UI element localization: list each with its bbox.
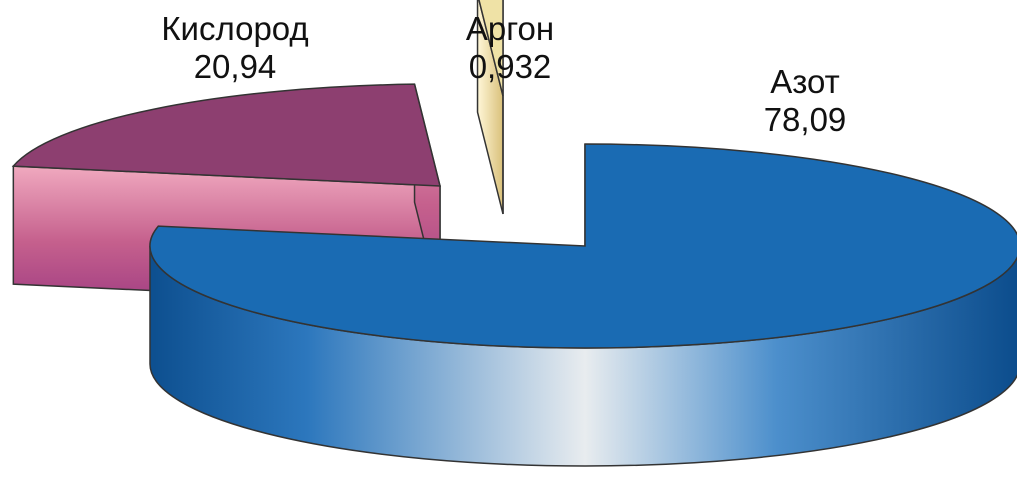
slice-name-nitrogen: Азот — [770, 63, 840, 100]
slice-value-oxygen: 20,94 — [193, 48, 277, 85]
slice-label-oxygen: Кислород 20,94 — [135, 10, 335, 86]
slice-label-nitrogen: Азот 78,09 — [705, 63, 905, 139]
slice-name-oxygen: Кислород — [161, 10, 309, 47]
slice-name-argon: Аргон — [465, 10, 555, 47]
slice-top — [11, 83, 441, 187]
slice-value-nitrogen: 78,09 — [763, 101, 847, 138]
slice-top — [149, 143, 1017, 349]
slice-label-argon: Аргон 0,932 — [410, 10, 610, 86]
slice-nitrogen — [149, 143, 1017, 467]
pie-slices — [11, 0, 1017, 467]
slice-value-argon: 0,932 — [468, 48, 552, 85]
slice-argon — [476, 0, 504, 215]
slice-top — [478, 0, 504, 97]
